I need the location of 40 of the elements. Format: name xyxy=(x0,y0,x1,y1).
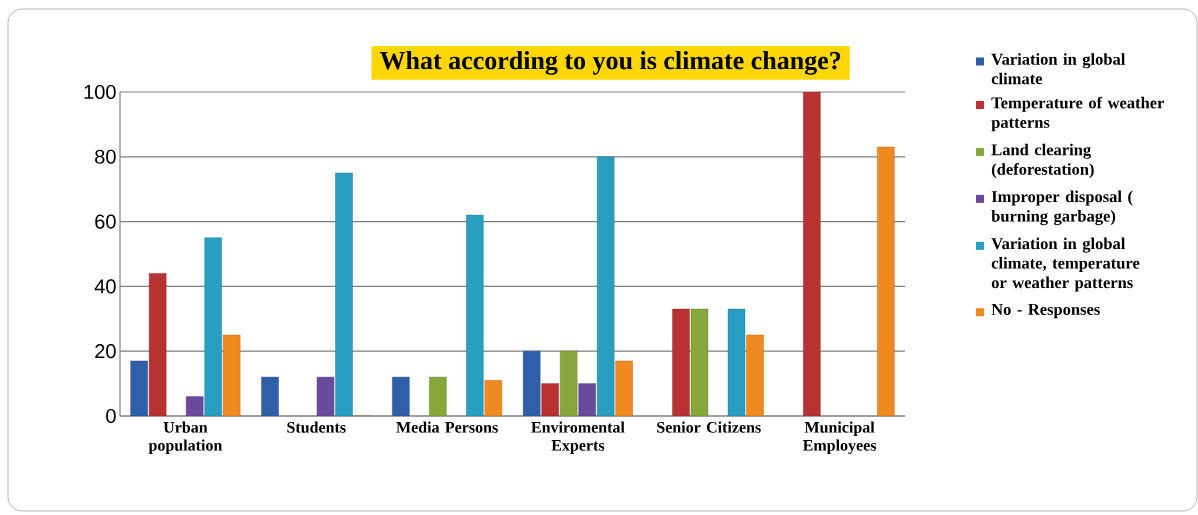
bar xyxy=(578,383,596,416)
bar xyxy=(261,376,279,416)
bar xyxy=(541,383,559,416)
legend-label: Improper disposal ( burning garbage) xyxy=(991,190,1133,226)
y-tick-label: 0 xyxy=(106,408,116,424)
bar xyxy=(429,376,447,416)
y-tick-label: 80 xyxy=(95,149,116,164)
bar xyxy=(335,172,353,416)
bar xyxy=(596,156,615,416)
x-tick-label: Municipal Employees xyxy=(802,421,877,455)
y-tick-label: 100 xyxy=(84,84,116,100)
bar xyxy=(222,334,241,416)
bar xyxy=(803,91,821,416)
y-tick-label: 60 xyxy=(95,214,116,229)
legend-label: Land clearing (deforestation) xyxy=(991,143,1094,179)
bar xyxy=(392,376,410,416)
legend-label: No - Responses xyxy=(991,303,1100,319)
y-tick-label: 20 xyxy=(95,344,116,359)
bar xyxy=(746,334,764,416)
bar xyxy=(130,360,148,416)
bar xyxy=(204,237,222,416)
x-tick-label: Senior Citizens xyxy=(657,421,761,433)
x-tick-label: Enviromental Experts xyxy=(531,421,625,455)
legend-label: Variation in global climate xyxy=(991,53,1126,85)
y-tick-label: 40 xyxy=(94,279,116,294)
x-tick-label: Urban population xyxy=(148,421,223,455)
legend-label: Variation in global climate, temperature or weather patterns xyxy=(991,237,1140,292)
bar xyxy=(615,360,633,416)
bar xyxy=(877,146,895,416)
bar xyxy=(484,380,503,416)
x-tick-label: Media Persons xyxy=(396,421,498,433)
bar xyxy=(559,350,578,416)
bar xyxy=(466,214,484,416)
legend-label: Temperature of weather patterns xyxy=(991,96,1165,132)
x-tick-label: Students xyxy=(287,421,346,433)
bar xyxy=(672,308,690,416)
bar xyxy=(522,350,541,416)
chart-title: What according to you is climate change? xyxy=(379,51,841,75)
bar xyxy=(148,273,167,416)
bar xyxy=(727,308,746,416)
